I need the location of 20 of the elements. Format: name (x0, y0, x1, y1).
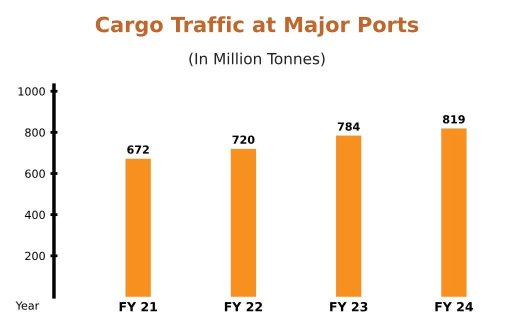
y-tick-label: 400 (24, 210, 45, 220)
x-axis-title: Year (16, 302, 40, 310)
data-label: 720 (232, 135, 254, 144)
y-tick-label: 800 (25, 128, 45, 137)
x-tick-label: FY 23 (330, 302, 368, 312)
bar (126, 158, 151, 297)
bar (336, 136, 362, 297)
y-tick-label: 200 (25, 252, 45, 260)
x-tick-label: FY 21 (120, 302, 157, 312)
data-label: 672 (127, 145, 149, 154)
x-tick-label: FY 22 (224, 302, 262, 312)
data-label: 784 (338, 122, 360, 131)
chart-title: Cargo Traffic at Major Ports (96, 16, 418, 37)
y-tick-label: 1000 (18, 87, 45, 96)
bar (230, 148, 256, 297)
y-tick-label: 600 (25, 169, 45, 178)
chart-subtitle: (In Million Tonnes) (189, 52, 325, 66)
x-tick-label: FY 24 (435, 302, 474, 312)
bar (441, 128, 467, 297)
data-label: 819 (442, 115, 465, 124)
